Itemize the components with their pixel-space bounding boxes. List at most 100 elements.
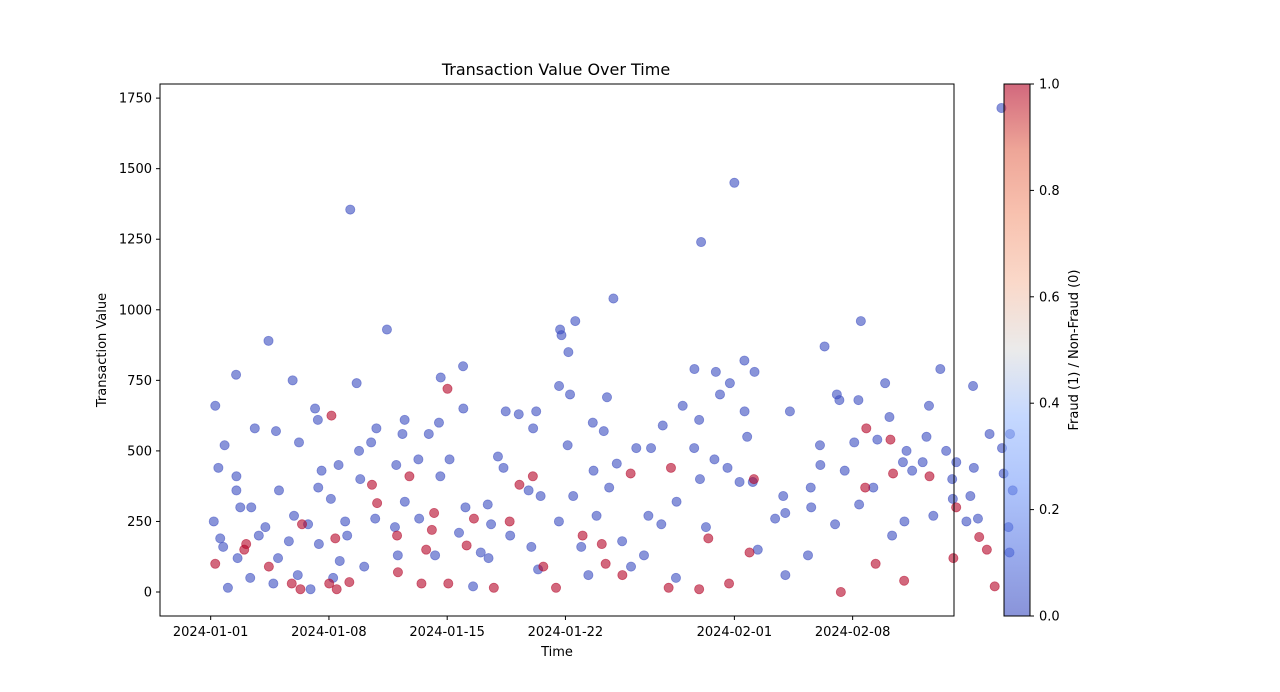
point-non-fraud (884, 412, 895, 423)
point-non-fraud (500, 406, 511, 417)
point-non-fraud (554, 380, 565, 391)
point-non-fraud (722, 462, 733, 473)
point-non-fraud (287, 375, 298, 386)
point-non-fraud (700, 522, 711, 533)
point-non-fraud (752, 544, 763, 555)
point-non-fraud (568, 491, 579, 502)
point-fraud (744, 547, 755, 558)
point-non-fraud (714, 389, 725, 400)
point-non-fraud (232, 553, 243, 564)
point-non-fraud (814, 440, 825, 451)
point-non-fraud (724, 378, 735, 389)
point-non-fraud (523, 485, 534, 496)
point-non-fraud (273, 553, 284, 564)
point-non-fraud (305, 584, 316, 595)
point-fraud (870, 558, 881, 569)
chart-title: Transaction Value Over Time (441, 60, 670, 79)
point-non-fraud (780, 507, 791, 518)
point-non-fraud (535, 491, 546, 502)
point-non-fraud (710, 366, 721, 377)
point-non-fraud (310, 403, 321, 414)
point-non-fraud (231, 471, 242, 482)
point-non-fraud (253, 530, 264, 541)
x-tick-label: 2024-01-08 (291, 625, 367, 640)
point-non-fraud (482, 499, 493, 510)
point-non-fraud (359, 561, 370, 572)
point-non-fraud (784, 406, 795, 417)
point-non-fraud (334, 555, 345, 566)
point-non-fraud (941, 445, 952, 456)
point-non-fraud (294, 437, 305, 448)
colorbar-tick-label: 1.0 (1039, 78, 1060, 93)
point-non-fraud (249, 423, 260, 434)
x-tick-label: 2024-02-01 (697, 625, 773, 640)
point-fraud (488, 582, 499, 593)
point-fraud (429, 507, 440, 518)
point-non-fraud (689, 443, 700, 454)
point-non-fraud (961, 516, 972, 527)
point-non-fraud (899, 516, 910, 527)
point-non-fraud (292, 570, 303, 581)
point-fraud (835, 587, 846, 598)
point-fraud (326, 410, 337, 421)
point-non-fraud (604, 482, 615, 493)
point-non-fraud (381, 324, 392, 335)
point-non-fraud (355, 474, 366, 485)
point-fraud (551, 582, 562, 593)
point-non-fraud (333, 460, 344, 471)
point-non-fraud (312, 414, 323, 425)
colorbar-tick-label: 0.4 (1039, 397, 1060, 412)
point-non-fraud (215, 533, 226, 544)
point-non-fraud (694, 474, 705, 485)
point-non-fraud (553, 516, 564, 527)
point-non-fraud (371, 423, 382, 434)
point-non-fraud (289, 510, 300, 521)
x-tick-label: 2024-02-08 (815, 625, 891, 640)
point-non-fraud (526, 541, 537, 552)
point-fraud (263, 561, 274, 572)
point-fraud (426, 524, 437, 535)
point-non-fraud (968, 380, 979, 391)
point-fraud (295, 584, 306, 595)
point-non-fraud (806, 502, 817, 513)
colorbar-tick-label: 0.2 (1039, 503, 1060, 518)
point-fraud (924, 471, 935, 482)
point-fraud (421, 544, 432, 555)
point-non-fraud (498, 462, 509, 473)
point-non-fraud (921, 431, 932, 442)
point-non-fraud (709, 454, 720, 465)
point-fraud (330, 533, 341, 544)
point-fraud (899, 575, 910, 586)
point-non-fraud (608, 293, 619, 304)
point-non-fraud (855, 316, 866, 327)
point-non-fraud (528, 423, 539, 434)
point-non-fraud (742, 431, 753, 442)
point-non-fraud (313, 482, 324, 493)
point-fraud (538, 561, 549, 572)
point-non-fraud (670, 572, 681, 583)
point-fraud (324, 578, 335, 589)
point-non-fraud (643, 510, 654, 521)
point-non-fraud (222, 582, 233, 593)
point-non-fraud (505, 530, 516, 541)
point-non-fraud (273, 485, 284, 496)
point-non-fraud (897, 457, 908, 468)
point-non-fraud (646, 443, 657, 454)
point-non-fraud (340, 516, 351, 527)
point-fraud (297, 519, 308, 530)
point-non-fraud (601, 392, 612, 403)
point-fraud (461, 540, 472, 551)
x-tick-label: 2024-01-22 (528, 625, 604, 640)
point-non-fraud (588, 465, 599, 476)
point-non-fraud (923, 400, 934, 411)
colorbar-label: Fraud (1) / Non-Fraud (0) (1067, 269, 1082, 430)
colorbar-tick-label: 0.8 (1039, 184, 1060, 199)
y-tick-label: 1250 (119, 233, 152, 248)
x-tick-label: 2024-01-01 (173, 625, 249, 640)
point-non-fraud (435, 471, 446, 482)
point-non-fraud (802, 550, 813, 561)
y-axis: 0 250 500 750 1000 1250 1500 1750 (119, 92, 160, 601)
point-fraud (241, 539, 252, 550)
point-non-fraud (780, 570, 791, 581)
point-non-fraud (694, 414, 705, 425)
